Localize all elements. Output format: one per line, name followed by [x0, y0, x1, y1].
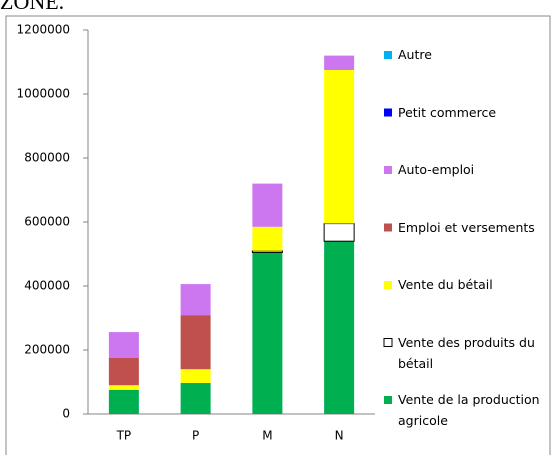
bar-segment	[180, 382, 211, 414]
legend-swatch	[383, 338, 393, 347]
x-tick-label: N	[335, 429, 344, 443]
y-tick-label: 0	[62, 407, 70, 421]
x-tick-label: P	[192, 429, 199, 443]
y-tick-label: 1200000	[17, 23, 70, 37]
legend-swatch	[384, 108, 392, 117]
legend-label: Vente des produits du bétail	[398, 334, 535, 371]
bar-segment	[180, 369, 211, 383]
y-tick-label: 800000	[24, 151, 70, 165]
bar-segment	[108, 385, 139, 390]
legend-label: Auto-emploi	[398, 162, 475, 177]
legend-swatch	[384, 223, 392, 232]
x-tick-label: TP	[116, 429, 132, 443]
bar-segment	[108, 358, 139, 386]
bar-segment	[108, 390, 139, 414]
bar-segment	[252, 183, 283, 227]
legend-label: Autre	[398, 47, 432, 62]
legend-label: Emploi et versements	[398, 219, 535, 235]
heading: ZONE.	[0, 0, 64, 14]
legend-swatch	[384, 396, 392, 404]
bar-segment	[324, 55, 355, 70]
y-tick-label: 200000	[24, 343, 70, 357]
bar-segment	[323, 223, 355, 242]
chart-frame	[5, 15, 551, 455]
bar-segment	[252, 226, 283, 251]
y-tick-label: 1000000	[17, 87, 70, 101]
legend-swatch	[384, 51, 392, 59]
bar-segment	[252, 252, 283, 414]
bar-segment	[324, 70, 355, 224]
legend-label: Vente de la production agricole	[398, 392, 540, 428]
legend-swatch	[384, 166, 392, 174]
y-tick-label: 400000	[24, 279, 70, 293]
bar-segment	[108, 332, 139, 358]
legend-label: Vente du bétail	[398, 277, 493, 292]
bar-segment	[180, 315, 211, 370]
bar-segment	[324, 241, 355, 414]
y-tick-label: 600000	[24, 215, 70, 229]
legend-swatch	[384, 281, 392, 289]
legend-label: Petit commerce	[398, 104, 497, 120]
bar-segment	[180, 284, 211, 316]
bar-segment	[251, 250, 283, 253]
x-tick-label: M	[262, 429, 272, 443]
